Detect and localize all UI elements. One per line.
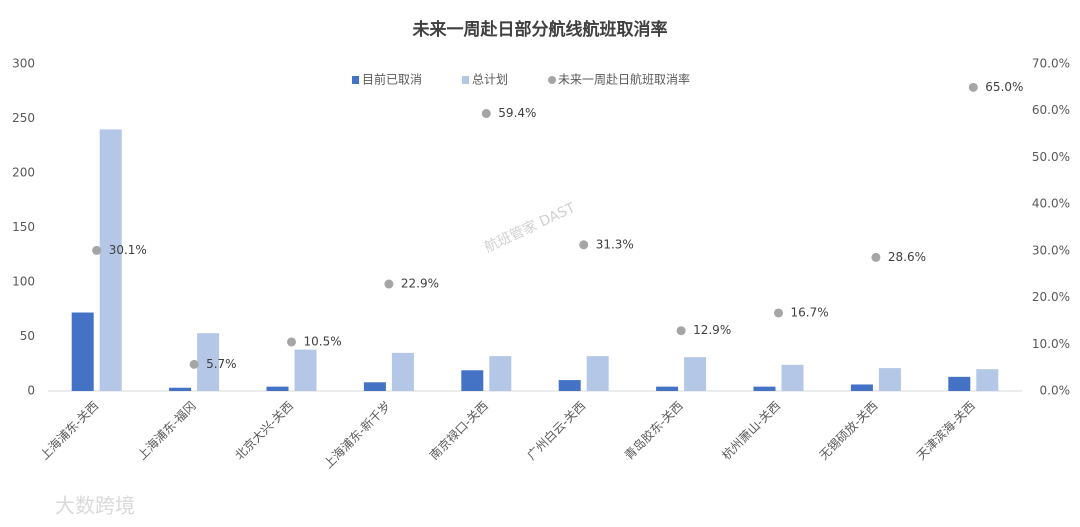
x-tick-label: 杭州萧山-关西 [719, 398, 784, 463]
point [676, 326, 686, 336]
point [287, 337, 296, 347]
point [481, 109, 491, 119]
y2-tick-label: 10.0% [1032, 337, 1070, 351]
bar [71, 312, 94, 391]
x-tick-label: 广州白云-关西 [524, 398, 589, 463]
y-tick-label: 150 [12, 220, 35, 234]
point [579, 240, 589, 250]
data-label: 65.0% [985, 80, 1023, 94]
legend-label: 未来一周赴日航班取消率 [558, 72, 690, 87]
bar [850, 384, 873, 391]
y-tick-label: 250 [12, 111, 35, 125]
data-label: 30.1% [109, 243, 147, 257]
data-label: 31.3% [596, 237, 634, 251]
x-tick-label: 上海浦东-关西 [37, 398, 102, 463]
y2-tick-label: 60.0% [1032, 103, 1070, 117]
bar [266, 386, 289, 391]
point [968, 82, 978, 92]
data-label: 59.4% [498, 106, 536, 120]
point [92, 245, 102, 255]
x-tick-label: 南京禄口-关西 [426, 398, 491, 463]
watermark: 航班管家 DAST [482, 199, 578, 256]
bar [294, 349, 317, 391]
chart-title: 未来一周赴日部分航线航班取消率 [412, 19, 668, 40]
x-tick-label: 上海浦东-福冈 [134, 398, 199, 463]
y2-tick-label: 40.0% [1032, 197, 1070, 211]
bar [461, 370, 484, 391]
y-tick-label: 200 [12, 166, 35, 180]
x-tick-label: 青岛胶东-关西 [621, 398, 686, 463]
bar [169, 387, 192, 391]
bar [489, 356, 512, 391]
y2-tick-label: 50.0% [1032, 150, 1070, 164]
data-label: 10.5% [304, 334, 342, 348]
bar [99, 129, 122, 391]
bar [363, 382, 386, 391]
bar [976, 369, 999, 391]
y2-tick-label: 20.0% [1032, 290, 1070, 304]
y2-tick-label: 0.0% [1040, 384, 1071, 398]
point [189, 359, 199, 369]
x-tick-label: 上海浦东-新千岁 [320, 398, 393, 471]
bar [197, 333, 220, 391]
legend-label: 目前已取消 [362, 72, 422, 87]
watermark: 大数跨境 [55, 494, 135, 518]
y-tick-label: 0 [27, 384, 35, 398]
x-tick-label: 天津滨海-关西 [913, 398, 978, 463]
bar [684, 357, 707, 391]
legend-marker [462, 76, 470, 84]
data-label: 28.6% [888, 250, 926, 264]
point [871, 252, 881, 262]
bar [558, 380, 581, 391]
point [384, 279, 394, 289]
legend-marker [548, 76, 557, 84]
data-label: 5.7% [206, 357, 237, 371]
x-tick-label: 无锡硕放-关西 [816, 398, 881, 463]
data-label: 12.9% [693, 323, 731, 337]
x-tick-label: 北京大兴-关西 [232, 399, 296, 463]
y2-tick-label: 70.0% [1032, 57, 1070, 71]
legend-label: 总计划 [472, 73, 508, 87]
bar [753, 386, 776, 391]
bar [586, 356, 609, 391]
legend-marker [352, 76, 359, 84]
data-label: 22.9% [401, 277, 439, 291]
bar [656, 386, 679, 391]
bar [781, 364, 804, 391]
data-label: 16.7% [791, 305, 829, 319]
bar [878, 368, 901, 391]
y2-tick-label: 30.0% [1032, 243, 1070, 257]
y-tick-label: 300 [12, 57, 35, 71]
bar [948, 376, 971, 391]
bar [391, 352, 414, 391]
y-tick-label: 100 [12, 275, 35, 289]
point [774, 308, 783, 318]
y-tick-label: 50 [20, 329, 35, 343]
